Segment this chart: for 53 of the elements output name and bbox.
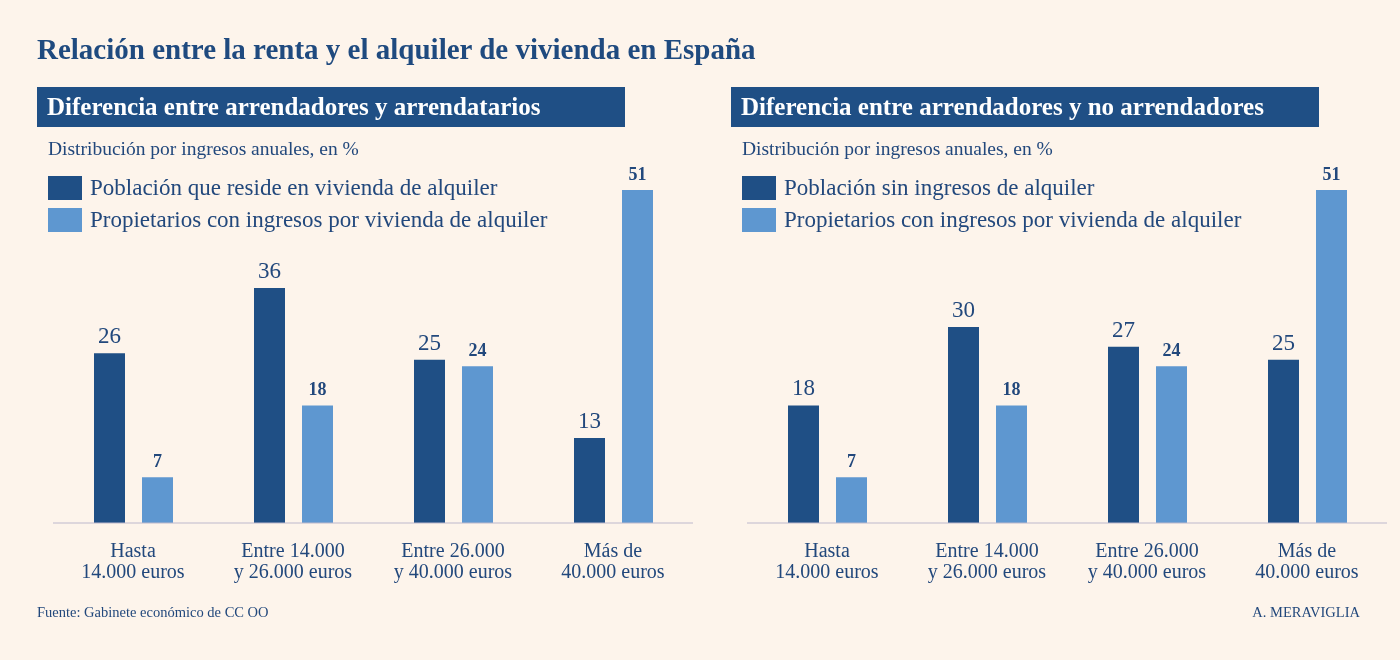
data-label: 24 (1162, 340, 1180, 361)
legend-label: Población sin ingresos de alquiler (784, 175, 1095, 201)
text: A. MERAVIGLIA (1252, 604, 1360, 621)
heading-banner: Diferencia entre arrendadores y no arrendadores (731, 87, 1319, 127)
data-label: 26 (97, 323, 121, 349)
bar (835, 477, 867, 523)
source-note: Fuente: Gabinete económico de CC OO (37, 604, 269, 621)
data-label: 24 (468, 340, 486, 361)
chart-subtitle: Distribución por ingresos anuales, en % (742, 138, 1053, 160)
x-tick-label: Hasta 14.000 euros (774, 539, 879, 582)
x-tick-label: Entre 14.000 y 26.000 euros (233, 539, 352, 583)
data-label: 7 (846, 451, 856, 472)
bar (947, 327, 979, 523)
x-tick-label: Entre 26.000 y 40.000 euros (1087, 539, 1206, 583)
bar (461, 366, 493, 523)
bar (141, 477, 173, 523)
bar (1267, 359, 1299, 523)
bar (301, 405, 333, 523)
data-label: 18 (791, 375, 815, 401)
bar (787, 405, 819, 523)
data-label: 7 (152, 451, 162, 472)
data-label: 13 (577, 408, 601, 434)
bar (1107, 346, 1139, 523)
bar (1315, 190, 1347, 523)
bar (253, 287, 285, 523)
legend-label: Población que reside en vivienda de alquiler (90, 175, 498, 201)
bar (93, 353, 125, 523)
bar (413, 359, 445, 523)
data-label: 18 (308, 379, 326, 400)
chart-title: Diferencia entre arrendadores y arrendatarios (47, 93, 541, 121)
bar (995, 405, 1027, 523)
data-label: 25 (417, 329, 441, 355)
chart-title: Diferencia entre arrendadores y no arrendadores (741, 93, 1264, 121)
x-tick-label: Entre 26.000 y 40.000 euros (393, 539, 512, 583)
data-label: 18 (1002, 379, 1020, 400)
data-label: 51 (628, 164, 646, 184)
chart-subtitle: Distribución por ingresos anuales, en % (48, 138, 359, 160)
data-label: 30 (951, 297, 975, 323)
legend-label: Propietarios con ingresos por vivienda de alquiler (784, 207, 1242, 233)
x-tick-label: Hasta 14.000 euros (80, 539, 185, 582)
data-label: 27 (1111, 316, 1135, 342)
x-tick-label: Entre 14.000 y 26.000 euros (927, 539, 1046, 583)
bar (573, 438, 605, 523)
bar (621, 190, 653, 523)
x-tick-label: Más de 40.000 euros (1254, 539, 1359, 582)
legend-label: Propietarios con ingresos por vivienda de alquiler (90, 207, 548, 233)
bar (1155, 366, 1187, 523)
data-label: 36 (257, 257, 281, 283)
data-label: 51 (1322, 164, 1340, 184)
heading-banner: Diferencia entre arrendadores y arrendatarios (37, 87, 625, 127)
text: Relación entre la renta y el alquiler de vivienda en España (37, 33, 756, 65)
x-tick-label: Más de 40.000 euros (560, 539, 665, 582)
data-label: 25 (1271, 329, 1295, 355)
